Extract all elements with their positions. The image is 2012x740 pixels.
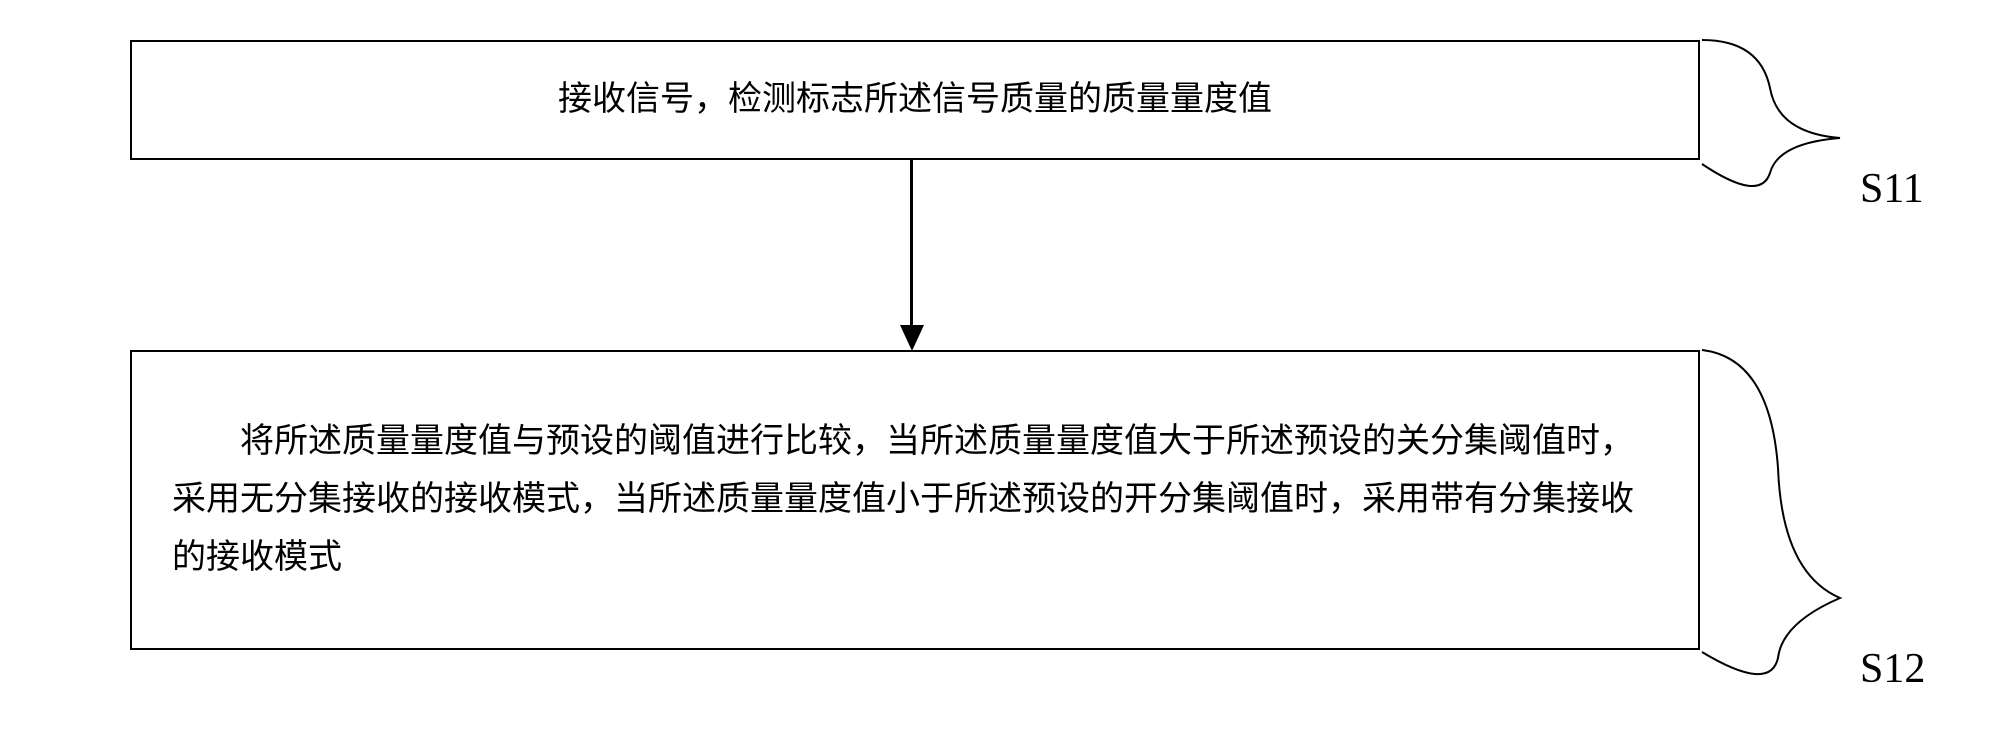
flowchart-node-s11: 接收信号，检测标志所述信号质量的质量量度值 (130, 40, 1700, 160)
node-text: 接收信号，检测标志所述信号质量的质量量度值 (172, 71, 1658, 129)
node-label-s12: S12 (1860, 645, 1925, 693)
node-text: 将所述质量量度值与预设的阈值进行比较，当所述质量量度值大于所述预设的关分集阈值时… (172, 413, 1658, 586)
arrow-head (900, 325, 924, 351)
brace-connector-s12 (1700, 348, 1860, 708)
flowchart-diagram: 接收信号，检测标志所述信号质量的质量量度值 S11 将所述质量量度值与预设的阈值… (0, 0, 2012, 740)
brace-connector-s11 (1700, 38, 1860, 218)
arrow-line (910, 160, 913, 330)
flowchart-node-s12: 将所述质量量度值与预设的阈值进行比较，当所述质量量度值大于所述预设的关分集阈值时… (130, 350, 1700, 650)
node-label-s11: S11 (1860, 165, 1924, 213)
